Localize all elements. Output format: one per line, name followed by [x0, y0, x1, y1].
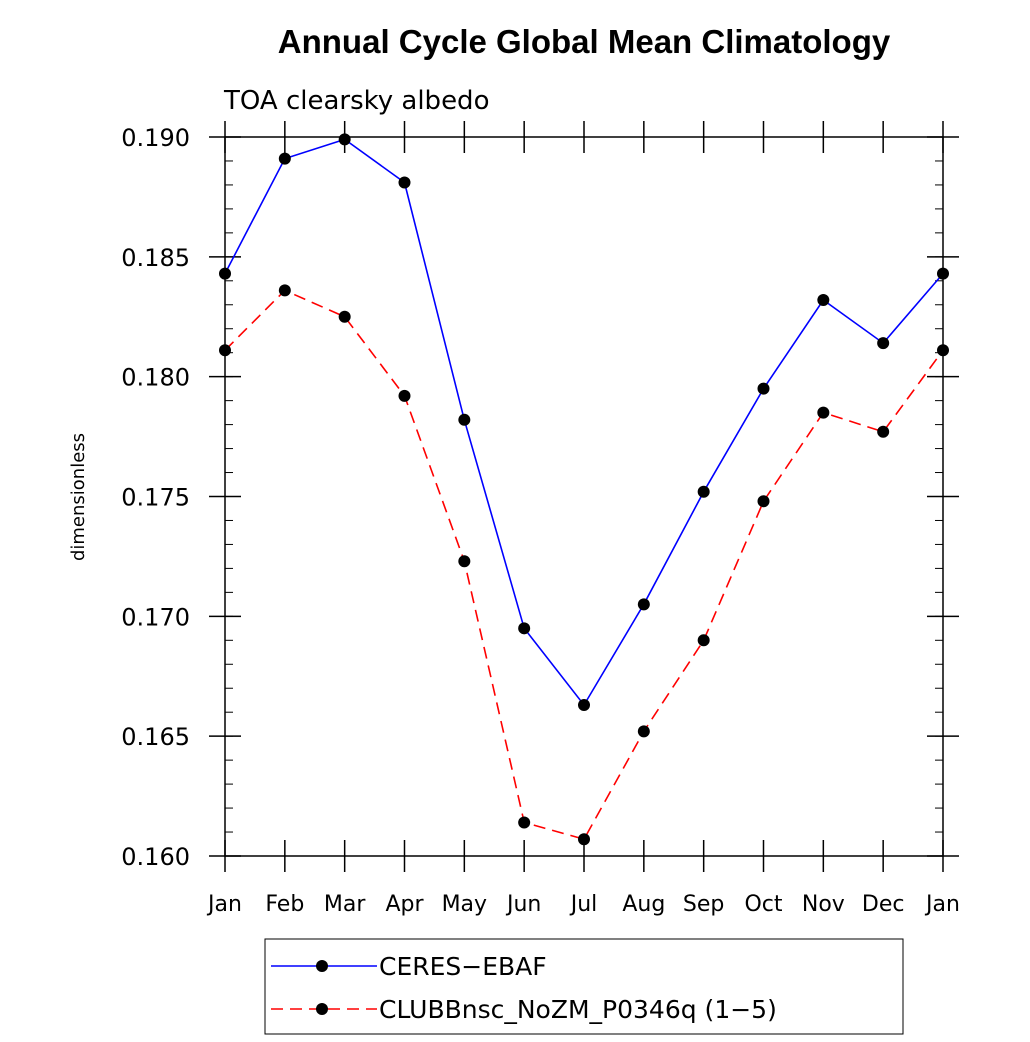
legend-box	[264, 938, 904, 1035]
legend-label-clubb: CLUBBnsc_NoZM_P0346q (1−5)	[379, 995, 777, 1024]
legend-marker-clubb	[316, 1003, 328, 1015]
y-tick-label: 0.165	[121, 723, 190, 751]
series-0-point	[637, 598, 650, 611]
x-tick-label: May	[442, 892, 487, 917]
y-axis-label: dimensionless	[68, 433, 89, 561]
y-tick-labels: 0.160 0.165 0.170 0.175 0.180 0.185 0.190	[121, 124, 190, 871]
x-tick-label: Nov	[802, 892, 845, 917]
chart-subtitle: TOA clearsky albedo	[223, 86, 489, 116]
axis-ticks	[209, 121, 959, 872]
x-tick-label: Dec	[862, 892, 905, 917]
series-0-point	[398, 176, 411, 189]
y-tick-label: 0.175	[121, 484, 190, 512]
x-tick-labels: Jan Feb Mar Apr May Jun Jul Aug Sep Oct Nov Dec Jan	[206, 892, 960, 917]
x-tick-label: Oct	[744, 892, 782, 917]
series-1-point	[458, 555, 471, 568]
y-tick-label: 0.180	[121, 364, 190, 392]
series-1-point	[697, 634, 710, 647]
legend: CERES−EBAF CLUBBnsc_NoZM_P0346q (1−5)	[264, 938, 904, 1035]
series-0-point	[817, 293, 830, 306]
legend-marker-ceres	[316, 960, 328, 972]
series-0-point	[697, 485, 710, 498]
x-tick-label: Jan	[206, 892, 242, 917]
x-tick-label: Sep	[683, 892, 724, 917]
series-0-point	[578, 699, 590, 712]
series-line-0	[224, 138, 944, 707]
x-tick-label: Feb	[265, 892, 304, 917]
series-1-point	[637, 725, 650, 738]
series-0-point	[757, 382, 770, 395]
series-0-point	[278, 152, 291, 165]
series-1-point	[578, 833, 590, 846]
legend-label-ceres: CERES−EBAF	[379, 952, 547, 981]
series-line-1	[224, 289, 944, 841]
x-tick-label: Apr	[385, 892, 424, 917]
series-0-point	[518, 622, 531, 635]
series-1-point	[877, 425, 890, 438]
x-tick-label: Mar	[324, 892, 366, 917]
y-tick-label: 0.170	[121, 603, 190, 631]
x-tick-label: Jan	[924, 892, 960, 917]
y-tick-label: 0.190	[121, 124, 190, 152]
series-0-point	[877, 337, 890, 350]
y-tick-label: 0.185	[121, 244, 190, 272]
series-1-point	[817, 406, 830, 419]
series-1-point	[518, 816, 531, 829]
chart-title: Annual Cycle Global Mean Climatology	[278, 23, 891, 60]
plot-frame	[224, 136, 944, 857]
x-tick-label: Jul	[569, 892, 598, 917]
series-0-point	[338, 133, 351, 146]
series-layer	[219, 133, 949, 846]
y-tick-label: 0.160	[121, 843, 190, 871]
x-tick-label: Jun	[505, 892, 541, 917]
series-1-point	[338, 310, 351, 323]
series-1-point	[278, 284, 291, 297]
series-1-point	[757, 495, 770, 508]
x-tick-label: Aug	[622, 892, 665, 917]
series-0-point	[458, 413, 471, 426]
series-1-point	[398, 389, 411, 402]
